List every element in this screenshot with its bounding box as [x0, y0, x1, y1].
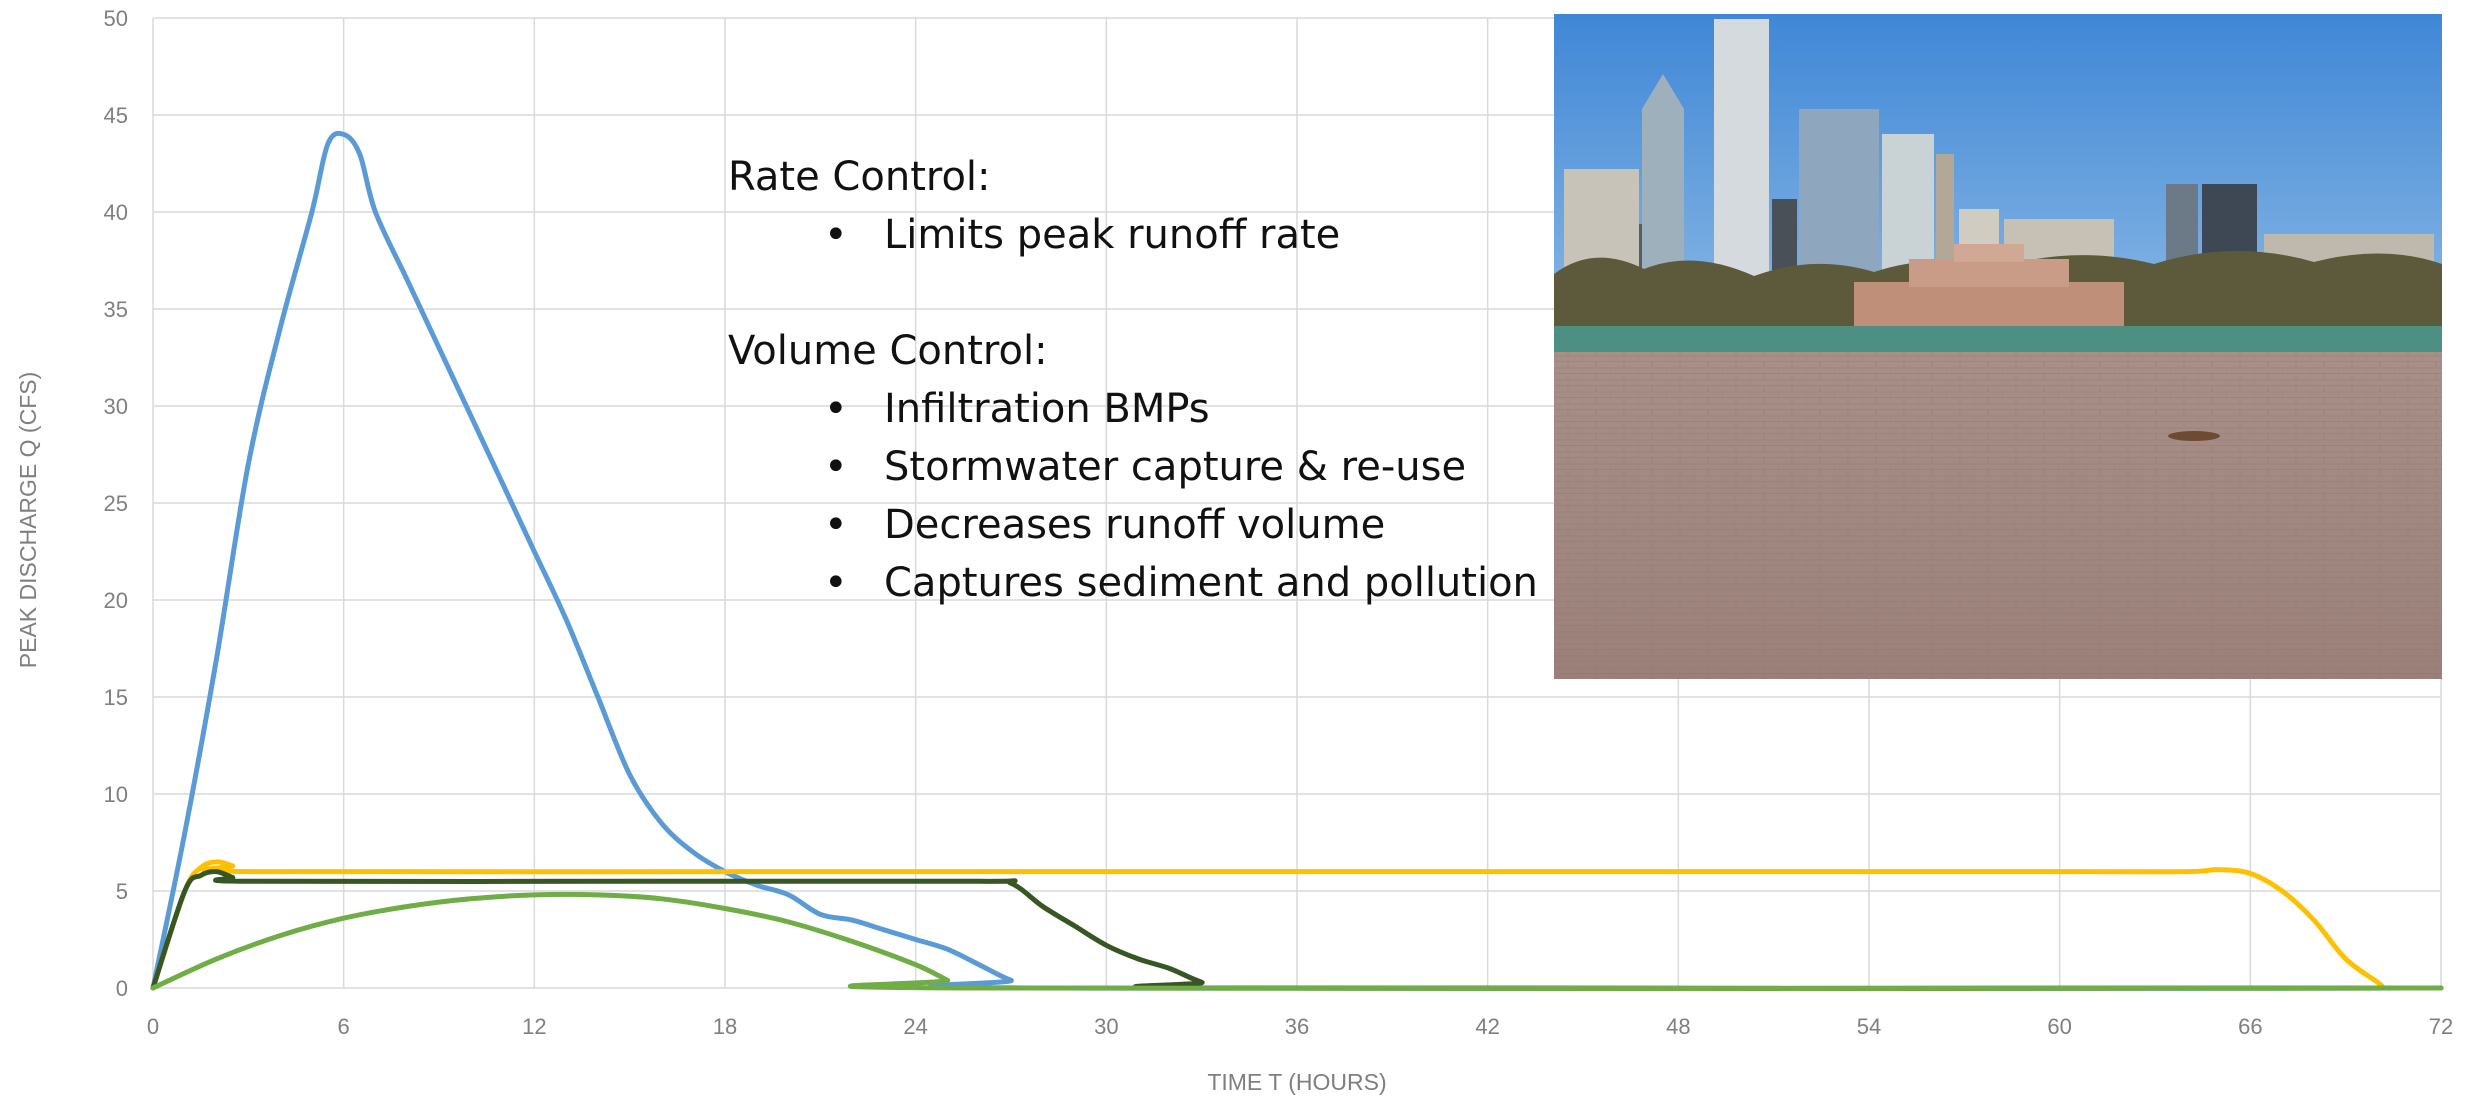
volume-control-list: Infiltration BMPs Stormwater capture & r… — [728, 380, 1558, 612]
x-tick-label: 54 — [1857, 1014, 1881, 1039]
volume-control-heading: Volume Control: — [728, 328, 1048, 374]
volume-control-item: Decreases runoff volume — [728, 496, 1558, 554]
bmp-notes: Rate Control: Limits peak runoff rate Vo… — [728, 148, 1558, 612]
chart-series — [150, 130, 2444, 992]
y-tick-label: 45 — [104, 103, 128, 128]
x-tick-label: 48 — [1666, 1014, 1690, 1039]
y-axis-label: PEAK DISCHARGE Q (CFS) — [15, 372, 41, 668]
rate-control-heading: Rate Control: — [728, 154, 991, 200]
x-tick-label: 36 — [1285, 1014, 1309, 1039]
x-tick-label: 60 — [2047, 1014, 2071, 1039]
y-tick-label: 5 — [116, 879, 128, 904]
x-tick-label: 66 — [2238, 1014, 2262, 1039]
y-tick-label: 10 — [104, 782, 128, 807]
x-tick-label: 30 — [1094, 1014, 1118, 1039]
x-tick-label: 18 — [713, 1014, 737, 1039]
y-tick-label: 0 — [116, 976, 128, 1001]
rate-control-item: Limits peak runoff rate — [728, 206, 1558, 264]
city-plaza-photo — [1554, 14, 2442, 679]
volume-control-item: Stormwater capture & re-use — [728, 438, 1558, 496]
series-line — [150, 891, 2444, 992]
volume-control-item: Captures sediment and pollution — [728, 554, 1558, 612]
y-tick-label: 30 — [104, 394, 128, 419]
volume-control-item: Infiltration BMPs — [728, 380, 1558, 438]
x-tick-label: 42 — [1475, 1014, 1499, 1039]
x-tick-label: 12 — [522, 1014, 546, 1039]
y-tick-label: 15 — [104, 685, 128, 710]
y-tick-label: 25 — [104, 491, 128, 516]
rate-control-list: Limits peak runoff rate — [728, 206, 1558, 264]
x-tick-label: 24 — [903, 1014, 927, 1039]
x-tick-label: 72 — [2429, 1014, 2453, 1039]
y-tick-label: 20 — [104, 588, 128, 613]
y-tick-label: 35 — [104, 297, 128, 322]
x-axis-label: TIME T (HOURS) — [1207, 1069, 1386, 1095]
y-axis-ticks: 0 5 10 15 20 25 30 35 40 45 50 — [104, 6, 128, 1001]
x-axis-ticks: 0 6 12 18 24 30 36 42 48 54 60 66 72 — [147, 1014, 2453, 1039]
x-tick-label: 0 — [147, 1014, 159, 1039]
y-tick-label: 50 — [104, 6, 128, 31]
series-line — [150, 130, 2444, 992]
y-tick-label: 40 — [104, 200, 128, 225]
x-tick-label: 6 — [338, 1014, 350, 1039]
series-line — [150, 859, 2387, 991]
